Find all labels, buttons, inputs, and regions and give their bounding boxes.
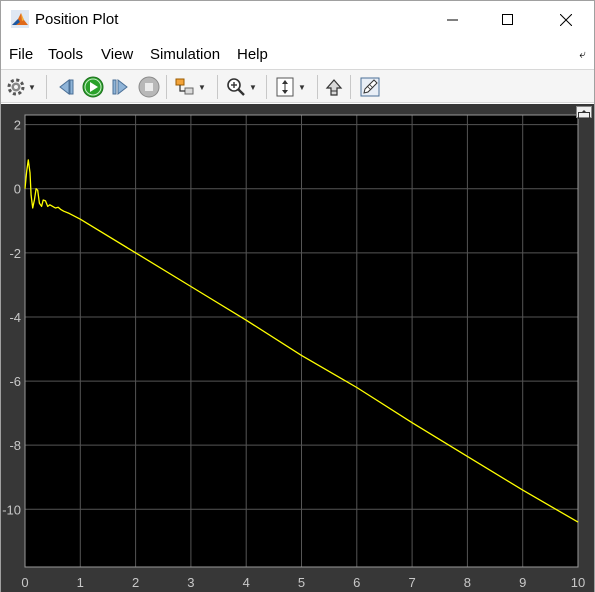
y-tick-label: 2 <box>14 118 21 133</box>
x-tick-label: 6 <box>353 575 360 590</box>
toolbar-separator <box>46 75 47 99</box>
step-back-button[interactable] <box>55 75 77 99</box>
menu-simulation[interactable]: Simulation <box>150 46 221 63</box>
x-tick-label: 8 <box>464 575 471 590</box>
restore-icon <box>578 110 590 119</box>
edit-style-icon <box>360 77 380 97</box>
toolbar: ▼ <box>1 69 594 103</box>
position-trace <box>24 159 579 523</box>
undock-arrow-icon[interactable]: ⤶ <box>579 47 586 61</box>
x-tick-label: 1 <box>77 575 84 590</box>
menu-tools[interactable]: Tools <box>48 46 84 63</box>
x-tick-label: 5 <box>298 575 305 590</box>
toolbar-separator <box>266 75 267 99</box>
close-button[interactable] <box>543 1 589 39</box>
y-tick-label: -4 <box>9 310 21 325</box>
autoscale-button[interactable]: ▼ <box>274 75 306 99</box>
position-plot[interactable]: 0 1 2 3 4 5 6 7 8 9 10 2 0 -2 -4 -6 -8 -10 <box>1 104 594 592</box>
toolbar-separator <box>317 75 318 99</box>
y-tick-label: -2 <box>9 246 21 261</box>
y-tick-label: 0 <box>14 182 21 197</box>
x-tick-label: 7 <box>408 575 415 590</box>
highlight-model-button[interactable]: ▼ <box>174 75 206 99</box>
autoscale-icon <box>276 77 294 97</box>
toolbar-separator <box>166 75 167 99</box>
x-tick-label: 3 <box>187 575 194 590</box>
scope-figure: 0 1 2 3 4 5 6 7 8 9 10 2 0 -2 -4 -6 -8 -10 <box>1 104 594 592</box>
menu-view[interactable]: View <box>101 46 134 63</box>
zoom-dropdown-caret[interactable]: ▼ <box>249 82 257 92</box>
menu-help[interactable]: Help <box>237 46 268 63</box>
matlab-peaks-icon <box>11 10 29 28</box>
toolbar-separator <box>217 75 218 99</box>
menu-bar: File Tools View Simulation Help ⤶ <box>1 41 594 67</box>
y-tick-label: -6 <box>9 374 21 389</box>
menu-file[interactable]: File <box>9 46 34 63</box>
close-icon <box>560 14 572 26</box>
step-back-icon <box>59 78 74 96</box>
stop-button[interactable] <box>138 75 160 99</box>
window-title: Position Plot <box>35 11 119 28</box>
edit-style-button[interactable] <box>359 75 381 99</box>
x-tick-label: 4 <box>243 575 250 590</box>
y-tick-label: -10 <box>2 502 21 517</box>
settings-button[interactable]: ▼ <box>6 75 36 99</box>
restore-axes-button[interactable] <box>576 106 592 119</box>
run-button[interactable] <box>82 75 104 99</box>
highlight-model-icon <box>175 78 194 95</box>
run-icon <box>82 76 104 98</box>
step-forward-icon <box>112 78 128 96</box>
x-tick-label: 0 <box>21 575 28 590</box>
maximize-icon <box>502 14 513 25</box>
autoscale-dropdown-caret[interactable]: ▼ <box>298 82 306 92</box>
highlight-dropdown-caret[interactable]: ▼ <box>198 82 206 92</box>
title-bar: Position Plot <box>1 1 594 39</box>
maximize-button[interactable] <box>485 1 531 39</box>
x-tick-label: 9 <box>519 575 526 590</box>
settings-dropdown-caret[interactable]: ▼ <box>28 82 36 92</box>
zoom-in-icon <box>227 78 245 96</box>
keep-on-top-button[interactable] <box>323 75 345 99</box>
x-tick-label: 2 <box>132 575 139 590</box>
minimize-icon <box>447 19 458 21</box>
step-forward-button[interactable] <box>110 75 132 99</box>
y-tick-label: -8 <box>9 438 21 453</box>
zoom-button[interactable]: ▼ <box>225 75 257 99</box>
gear-icon <box>7 78 25 96</box>
stop-icon <box>138 76 160 98</box>
x-tick-label: 10 <box>571 575 585 590</box>
plot-frame <box>24 114 579 568</box>
toolbar-separator <box>350 75 351 99</box>
minimize-button[interactable] <box>430 1 476 39</box>
keep-on-top-icon <box>325 79 343 96</box>
